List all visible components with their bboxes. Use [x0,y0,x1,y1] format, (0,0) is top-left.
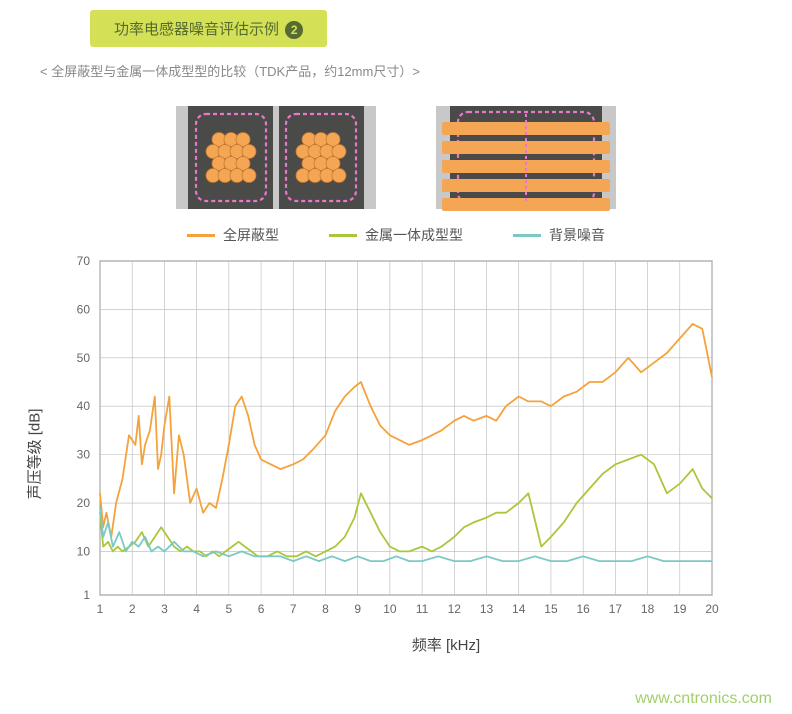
chart-area: 声压等级 [dB] 123456789101112131415161718192… [40,253,792,655]
x-axis-label: 频率 [kHz] [100,634,792,655]
legend-label-0: 全屏蔽型 [223,225,279,245]
diagram-metal-composite-svg [436,100,616,215]
diagram-row [0,100,792,215]
svg-text:9: 9 [354,602,361,616]
legend-item-2: 背景噪音 [513,225,605,245]
svg-text:15: 15 [544,602,558,616]
svg-text:50: 50 [77,351,91,365]
svg-text:70: 70 [77,254,91,268]
header-title: 功率电感器噪音评估示例 [114,21,283,38]
svg-text:14: 14 [512,602,526,616]
chart-svg: 1234567891011121314151617181920110203040… [40,253,720,623]
svg-text:18: 18 [641,602,655,616]
legend-item-0: 全屏蔽型 [187,225,279,245]
svg-text:20: 20 [77,496,91,510]
svg-text:1: 1 [83,588,90,602]
svg-text:40: 40 [77,399,91,413]
svg-text:5: 5 [225,602,232,616]
watermark: www.cntronics.com [635,690,772,708]
svg-text:1: 1 [97,602,104,616]
diagram-metal-composite [436,100,616,215]
svg-text:10: 10 [77,544,91,558]
legend-line-1 [329,234,357,237]
y-axis-label: 声压等级 [dB] [24,409,45,500]
svg-text:13: 13 [480,602,494,616]
svg-text:16: 16 [576,602,590,616]
svg-text:11: 11 [416,602,429,616]
legend-label-2: 背景噪音 [549,225,605,245]
diagram-shielded [176,100,376,215]
svg-text:3: 3 [161,602,168,616]
svg-text:19: 19 [673,602,687,616]
header-banner: 功率电感器噪音评估示例 2 [90,10,327,47]
header-badge: 2 [285,21,303,39]
svg-text:8: 8 [322,602,329,616]
svg-text:30: 30 [77,448,91,462]
svg-text:60: 60 [77,302,91,316]
svg-text:2: 2 [129,602,136,616]
legend-line-0 [187,234,215,237]
svg-text:10: 10 [383,602,397,616]
subtitle: < 全屏蔽型与金属一体成型型的比较（TDK产品，约12mm尺寸）> [40,61,792,80]
legend-line-2 [513,234,541,237]
svg-text:4: 4 [193,602,200,616]
legend-label-1: 金属一体成型型 [365,225,463,245]
svg-text:6: 6 [258,602,265,616]
svg-text:17: 17 [609,602,623,616]
svg-text:7: 7 [290,602,297,616]
svg-text:12: 12 [448,602,462,616]
diagram-shielded-svg [176,100,376,215]
svg-text:20: 20 [705,602,719,616]
legend-item-1: 金属一体成型型 [329,225,463,245]
chart-legend: 全屏蔽型 金属一体成型型 背景噪音 [0,225,792,245]
